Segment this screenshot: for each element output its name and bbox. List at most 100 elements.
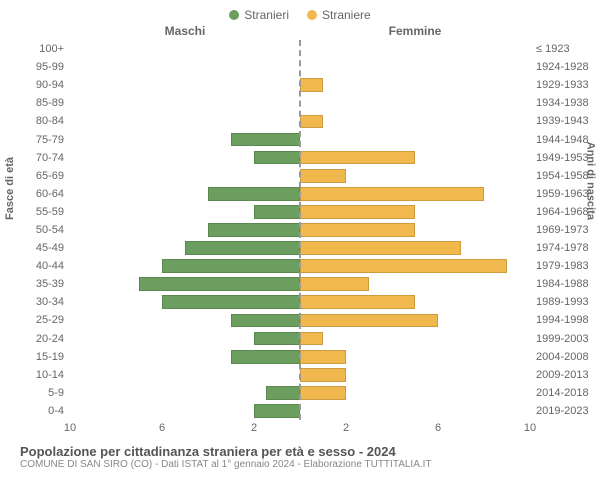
center-divider [299,40,301,420]
female-half [300,40,530,58]
age-label: 45-49 [36,242,70,254]
female-bar [300,187,484,201]
female-bar [300,259,507,273]
female-half [300,402,530,420]
birth-year-label: 1929-1933 [530,79,589,91]
birth-year-label: 2009-2013 [530,369,589,381]
birth-year-label: 2014-2018 [530,387,589,399]
female-half [300,149,530,167]
female-half [300,130,530,148]
male-half [70,167,300,185]
birth-year-label: 1949-1953 [530,152,589,164]
male-half [70,330,300,348]
male-half [70,185,300,203]
male-bar [231,314,300,328]
legend-item: Straniere [307,8,371,22]
footer-subtitle: COMUNE DI SAN SIRO (CO) - Dati ISTAT al … [20,459,580,470]
male-half [70,275,300,293]
x-axis: 10622610 [70,422,530,438]
age-label: 65-69 [36,170,70,182]
male-bar [162,295,300,309]
age-label: 40-44 [36,260,70,272]
female-bar [300,151,415,165]
legend-label: Stranieri [244,8,289,22]
male-half [70,130,300,148]
female-half [300,239,530,257]
x-tick: 10 [524,422,536,434]
age-label: 35-39 [36,278,70,290]
age-label: 50-54 [36,224,70,236]
male-half [70,366,300,384]
female-bar [300,277,369,291]
age-label: 20-24 [36,333,70,345]
male-bar [162,259,300,273]
birth-year-label: 1944-1948 [530,134,589,146]
birth-year-label: 1979-1983 [530,260,589,272]
birth-year-label: 1939-1943 [530,115,589,127]
female-bar [300,386,346,400]
female-bar [300,314,438,328]
legend-label: Straniere [322,8,371,22]
column-headers: Maschi Femmine [70,24,530,38]
female-bar [300,295,415,309]
y-axis-title-left: Fasce di età [4,157,16,220]
male-half [70,257,300,275]
age-label: 0-4 [48,405,70,417]
female-bar [300,368,346,382]
male-half [70,203,300,221]
female-half [300,384,530,402]
male-half [70,239,300,257]
male-bar [254,332,300,346]
male-half [70,384,300,402]
male-half [70,40,300,58]
birth-year-label: 2019-2023 [530,405,589,417]
age-label: 30-34 [36,296,70,308]
female-half [300,330,530,348]
age-label: 15-19 [36,351,70,363]
male-half [70,76,300,94]
male-bar [266,386,301,400]
female-bar [300,332,323,346]
male-bar [139,277,300,291]
age-label: 60-64 [36,188,70,200]
plot-area: 100+≤ 192395-991924-192890-941929-193385… [70,40,530,420]
legend: Stranieri Straniere [10,8,590,22]
male-half [70,94,300,112]
female-half [300,76,530,94]
header-female: Femmine [300,24,530,38]
female-bar [300,205,415,219]
female-half [300,167,530,185]
female-half [300,221,530,239]
male-bar [254,151,300,165]
age-label: 85-89 [36,97,70,109]
female-half [300,185,530,203]
female-half [300,311,530,329]
header-male: Maschi [70,24,300,38]
x-tick: 10 [64,422,76,434]
birth-year-label: 1954-1958 [530,170,589,182]
legend-item: Stranieri [229,8,289,22]
male-half [70,149,300,167]
male-half [70,311,300,329]
birth-year-label: 1984-1988 [530,278,589,290]
age-label: 5-9 [48,387,70,399]
female-half [300,94,530,112]
birth-year-label: 1969-1973 [530,224,589,236]
male-bar [208,223,300,237]
birth-year-label: 1994-1998 [530,314,589,326]
male-half [70,58,300,76]
male-bar [254,404,300,418]
birth-year-label: 1989-1993 [530,296,589,308]
x-tick: 6 [159,422,165,434]
age-label: 100+ [39,43,70,55]
female-half [300,293,530,311]
female-bar [300,115,323,129]
x-tick: 6 [435,422,441,434]
male-half [70,348,300,366]
legend-swatch [229,10,239,20]
age-label: 10-14 [36,369,70,381]
male-bar [231,133,300,147]
female-half [300,112,530,130]
female-bar [300,241,461,255]
male-bar [208,187,300,201]
